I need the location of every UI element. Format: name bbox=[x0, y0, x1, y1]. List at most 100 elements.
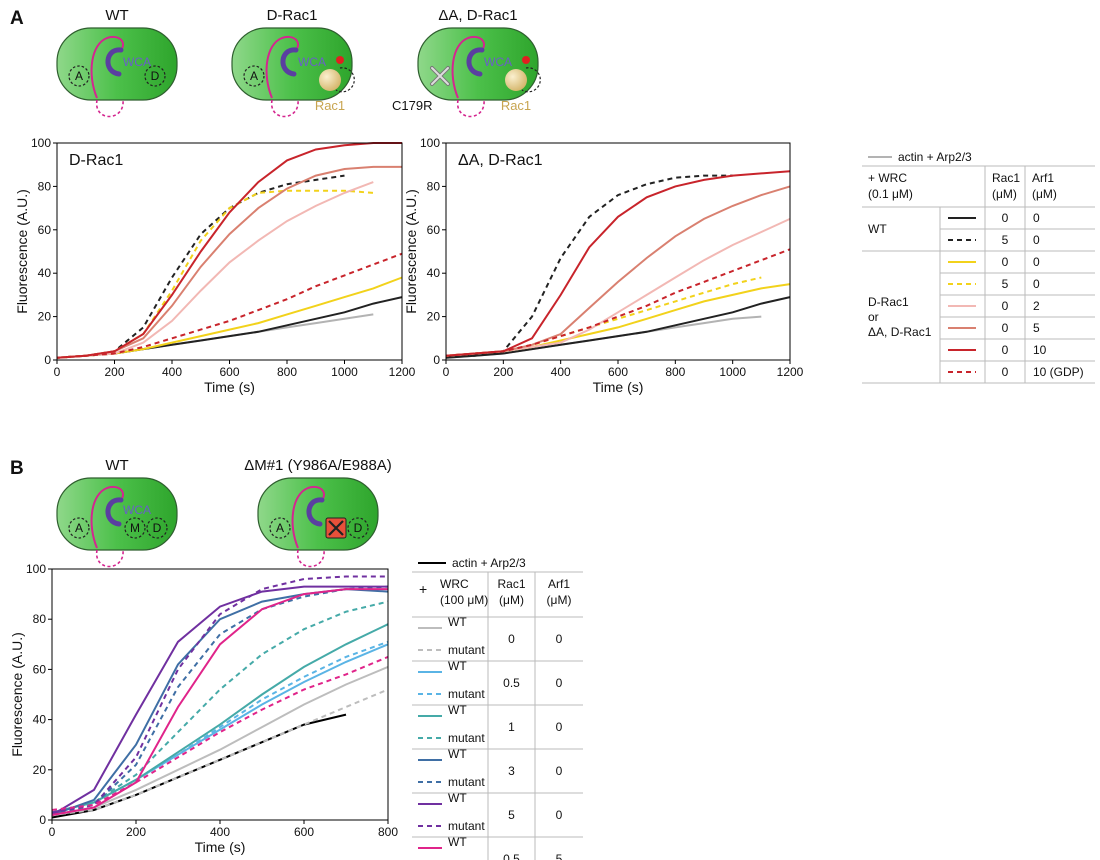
data-line bbox=[51, 588, 388, 816]
domain bbox=[68, 65, 90, 87]
x-tick-label: 600 bbox=[608, 365, 628, 379]
group-label: D-Rac1 bbox=[868, 295, 909, 309]
x-tick-label: 600 bbox=[219, 365, 239, 379]
x-axis-label: Time (s) bbox=[593, 379, 644, 395]
plot-frame bbox=[56, 142, 403, 361]
row-label: mutant bbox=[448, 775, 485, 789]
x-tick-label: 200 bbox=[126, 825, 146, 839]
x-axis-label: Time (s) bbox=[195, 839, 246, 855]
y-tick-label: 20 bbox=[38, 310, 52, 324]
table-cell: 0 bbox=[1002, 255, 1009, 269]
data-line bbox=[51, 600, 389, 814]
table-header: (μM) bbox=[1032, 187, 1057, 201]
data-line bbox=[56, 142, 402, 359]
table-cell: 10 (GDP) bbox=[1033, 365, 1084, 379]
rac1-ball bbox=[505, 69, 527, 91]
table-header: (100 μM) bbox=[440, 593, 488, 607]
domain bbox=[521, 67, 541, 93]
data-line bbox=[56, 252, 403, 359]
table-cell: 2 bbox=[1033, 299, 1040, 313]
table-cell: 0 bbox=[556, 676, 563, 690]
diagram-title: WT bbox=[105, 7, 128, 24]
rac1-label: Rac1 bbox=[315, 98, 345, 113]
domain bbox=[144, 65, 166, 87]
red-dot bbox=[336, 56, 344, 64]
domain-label: M bbox=[130, 521, 140, 535]
cell-diagram: WT WCA A D bbox=[57, 7, 177, 117]
y-tick-label: 80 bbox=[427, 179, 441, 193]
table-header: (μM) bbox=[992, 187, 1017, 201]
table-cell: 0 bbox=[1002, 321, 1009, 335]
y-axis-label: Fluorescence (A.U.) bbox=[14, 189, 30, 313]
data-line bbox=[445, 276, 762, 357]
chart-title: ΔA, D-Rac1 bbox=[458, 152, 543, 169]
table-cell: 5 bbox=[556, 852, 563, 860]
y-tick-label: 40 bbox=[38, 266, 52, 280]
domain bbox=[243, 65, 265, 87]
data-line bbox=[445, 248, 791, 357]
domain bbox=[269, 517, 291, 539]
domain-label: D bbox=[153, 521, 162, 535]
y-tick-label: 0 bbox=[44, 353, 51, 367]
data-line bbox=[51, 623, 389, 814]
rac1-label: Rac1 bbox=[501, 98, 531, 113]
domain bbox=[68, 517, 90, 539]
y-tick-label: 0 bbox=[433, 353, 440, 367]
table-cell: 5 bbox=[1002, 233, 1009, 247]
domain-label: A bbox=[75, 69, 83, 83]
cell-diagram: D-Rac1 WCA A Rac1 bbox=[232, 7, 355, 117]
data-line bbox=[56, 313, 374, 359]
legend-label: actin + Arp2/3 bbox=[898, 150, 972, 164]
y-axis-label: Fluorescence (A.U.) bbox=[403, 189, 419, 313]
table-cell: 0 bbox=[1033, 277, 1040, 291]
diagram-title: ΔM#1 (Y986A/E988A) bbox=[244, 457, 392, 474]
table-cell: 0 bbox=[1002, 365, 1009, 379]
x-tick-label: 200 bbox=[104, 365, 124, 379]
table-header: + bbox=[419, 581, 427, 597]
table-cell: 5 bbox=[508, 808, 515, 822]
group-label: ΔA, D-Rac1 bbox=[868, 325, 932, 339]
data-line bbox=[51, 585, 389, 816]
row-label: WT bbox=[448, 747, 467, 761]
data-line bbox=[51, 575, 388, 814]
table-cell: 1 bbox=[508, 720, 515, 734]
table-cell: 0 bbox=[1033, 255, 1040, 269]
domain-label: A bbox=[276, 521, 284, 535]
data-line bbox=[445, 296, 791, 359]
panel-label: A bbox=[10, 8, 24, 29]
y-tick-label: 60 bbox=[427, 223, 441, 237]
data-line bbox=[51, 655, 389, 811]
x-tick-label: 800 bbox=[378, 825, 398, 839]
x-tick-label: 1200 bbox=[389, 365, 416, 379]
rac1-ball bbox=[319, 69, 341, 91]
x-axis-label: Time (s) bbox=[204, 379, 255, 395]
domain-label: A bbox=[75, 521, 83, 535]
y-tick-label: 60 bbox=[33, 662, 47, 676]
data-line bbox=[445, 185, 791, 357]
domain-label: D bbox=[354, 521, 363, 535]
table-cell: 0 bbox=[556, 632, 563, 646]
cross bbox=[328, 520, 344, 536]
table-cell: 10 bbox=[1033, 343, 1047, 357]
row-label: mutant bbox=[448, 731, 485, 745]
table-cell: 0 bbox=[1002, 299, 1009, 313]
table-cell: 0 bbox=[556, 764, 563, 778]
diagram-title: ΔA, D-Rac1 bbox=[438, 7, 517, 24]
data-line bbox=[56, 181, 374, 359]
table-cell: 0 bbox=[1033, 233, 1040, 247]
data-line bbox=[51, 688, 389, 816]
x-tick-label: 0 bbox=[443, 365, 450, 379]
data-line bbox=[56, 296, 403, 359]
table-cell: 0 bbox=[556, 808, 563, 822]
mutation-label: C179R bbox=[392, 98, 432, 113]
diagram-title: WT bbox=[105, 457, 128, 474]
table-header: Arf1 bbox=[548, 577, 570, 591]
table-cell: 0 bbox=[508, 632, 515, 646]
x-tick-label: 400 bbox=[162, 365, 182, 379]
red-dot bbox=[522, 56, 530, 64]
table-header: WRC bbox=[440, 577, 469, 591]
x-tick-label: 200 bbox=[493, 365, 513, 379]
x-tick-label: 800 bbox=[277, 365, 297, 379]
table-header: (μM) bbox=[499, 593, 524, 607]
